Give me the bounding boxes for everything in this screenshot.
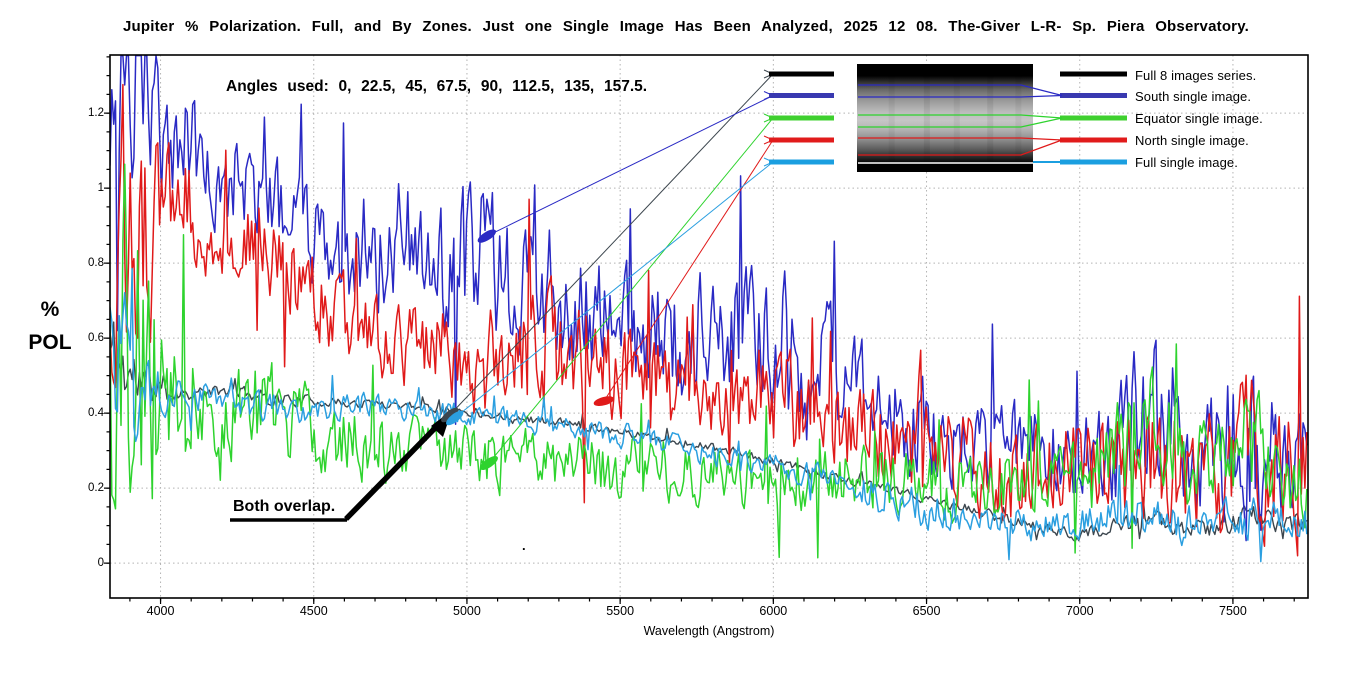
- legend-label-south: South single image.: [1135, 89, 1252, 104]
- x-tick-label: 4500: [299, 604, 328, 618]
- y-tick-label: 0.2: [88, 482, 104, 495]
- y-tick-label: 0: [97, 557, 104, 570]
- x-tick-label: 6000: [759, 604, 788, 618]
- y-axis-label-pol: POL: [28, 331, 72, 354]
- y-tick-label: 1.2: [88, 107, 104, 120]
- x-tick-label: 7000: [1065, 604, 1094, 618]
- x-tick-label: 5000: [453, 604, 481, 618]
- y-axis-label: % POL: [18, 293, 82, 359]
- legend-label-equator: Equator single image.: [1135, 111, 1263, 126]
- angles-annotation: Angles used: 0, 22.5, 45, 67.5, 90, 112.…: [226, 78, 648, 95]
- y-tick-label: 0.8: [88, 257, 104, 270]
- both-overlap-annotation: Both overlap.: [233, 498, 336, 515]
- y-axis-label-percent: %: [40, 298, 60, 321]
- y-tick-label: 1: [97, 182, 104, 195]
- legend-label-full-single: Full single image.: [1135, 155, 1238, 170]
- y-tick-label: 0.4: [88, 407, 104, 420]
- x-tick-label: 7500: [1219, 604, 1247, 618]
- stray-dot: .: [522, 538, 526, 553]
- x-tick-label: 5500: [606, 604, 635, 618]
- chart-title: Jupiter % Polarization. Full, and By Zon…: [122, 18, 1250, 35]
- y-tick-label: 0.6: [88, 332, 104, 345]
- legend-label-full-8-images: Full 8 images series.: [1135, 68, 1257, 83]
- x-tick-label: 6500: [912, 604, 941, 618]
- x-axis-label: Wavelength (Angstrom): [643, 624, 775, 638]
- legend-label-north: North single image.: [1135, 133, 1249, 148]
- x-tick-label: 4000: [146, 604, 175, 618]
